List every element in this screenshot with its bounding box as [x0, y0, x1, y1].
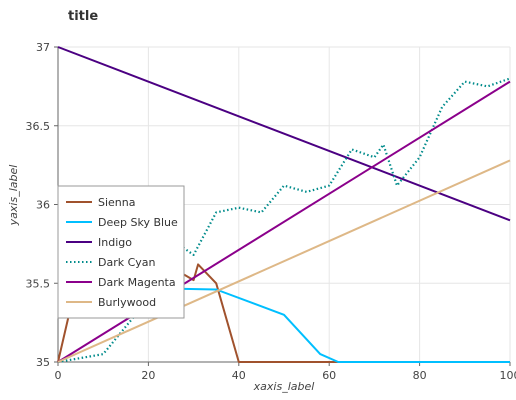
tick-labels: 0 20 40 60 80 100 35 35.5 36 36.5 37 — [26, 41, 516, 382]
x-tick-label: 20 — [141, 369, 155, 382]
legend-label-burlywood: Burlywood — [98, 296, 156, 309]
legend-label-indigo: Indigo — [98, 236, 132, 249]
series-line-deep-sky-blue — [57, 285, 510, 363]
x-tick-label: 40 — [232, 369, 246, 382]
legend-label-dark-cyan: Dark Cyan — [98, 256, 156, 269]
x-tick-label: 0 — [55, 369, 62, 382]
series-line-dark-cyan — [57, 77, 511, 364]
series-line-burlywood — [57, 159, 511, 363]
y-tick-label: 35.5 — [26, 277, 51, 290]
x-tick-label: 100 — [500, 369, 516, 382]
legend-box — [57, 185, 185, 319]
legend: Sienna Deep Sky Blue Indigo Dark Cyan Dark M… — [57, 185, 185, 319]
y-tick-label: 37 — [36, 41, 50, 54]
legend-label-dark-magenta: Dark Magenta — [98, 276, 176, 289]
chart-title: title — [68, 9, 98, 24]
y-tick-label: 36.5 — [26, 120, 51, 133]
y-tick-label: 36 — [36, 199, 50, 212]
series-line-indigo — [57, 46, 511, 222]
legend-label-deep-sky-blue: Deep Sky Blue — [98, 216, 178, 229]
x-tick-label: 60 — [322, 369, 336, 382]
y-tick-label: 35 — [36, 356, 50, 369]
x-axis-label: xaxis_label — [253, 380, 315, 393]
y-axis-label: yaxis_label — [7, 165, 20, 227]
x-tick-label: 80 — [413, 369, 427, 382]
legend-label-sienna: Sienna — [98, 196, 136, 209]
